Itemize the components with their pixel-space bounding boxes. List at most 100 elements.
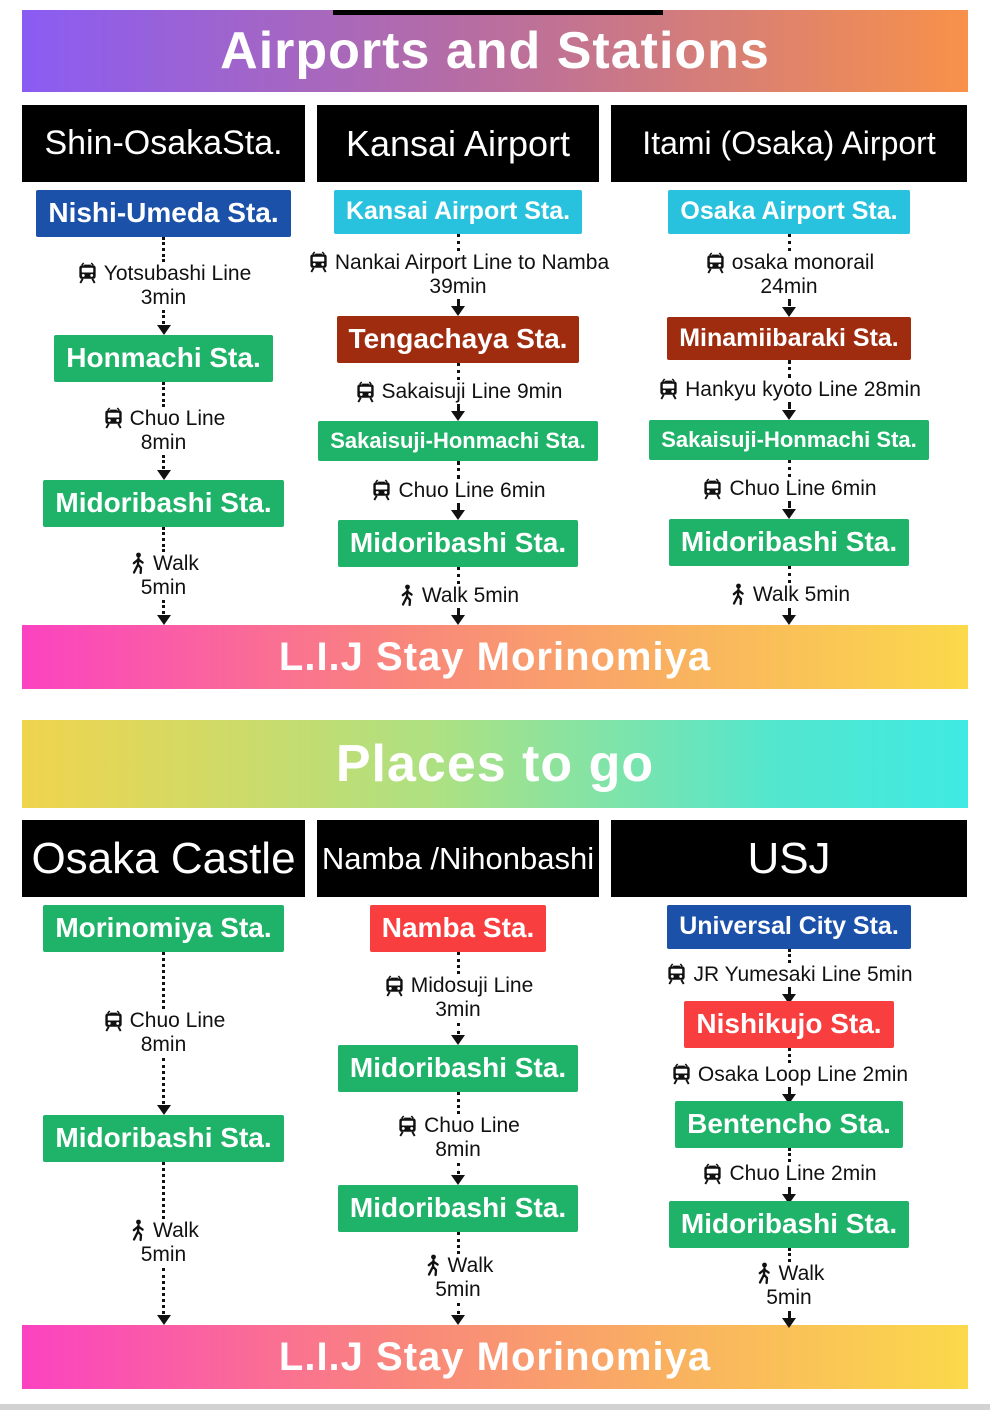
walk-icon [423, 1254, 443, 1278]
airports-columns: Shin-OsakaSta. Nishi-Umeda Sta. Yotsubashi… [22, 105, 968, 626]
station-badge-morinomiya-sta: Morinomiya Sta. [43, 905, 284, 952]
arrow-down-icon [782, 1093, 796, 1104]
route-connector [787, 1148, 791, 1163]
train-icon [307, 251, 330, 274]
route-connector [156, 1057, 171, 1116]
transit-step: Sakaisuji Line 9min [354, 380, 562, 404]
arrow-down-icon [451, 1035, 465, 1046]
station-badge-universal-city-sta: Universal City Sta. [667, 905, 911, 949]
dotted-line [787, 233, 791, 252]
bottom-gray-strip [0, 1404, 990, 1410]
train-icon [670, 1063, 693, 1086]
route-connector [456, 362, 460, 380]
station-badge-midoribashi-sta: Midoribashi Sta. [43, 1115, 284, 1162]
transit-line: Hankyu kyoto Line 28min [657, 378, 921, 402]
places-columns: Osaka Castle Morinomiya Sta. Chuo Line 8min… [22, 820, 968, 1328]
transit-label: Walk [778, 1262, 825, 1286]
arrow-down-icon [782, 994, 796, 1005]
station-badge-kansai-airport-sta: Kansai Airport Sta. [333, 190, 583, 234]
transit-step: JR Yumesaki Line 5min [665, 963, 913, 987]
station-badge-midoribashi-sta: Midoribashi Sta. [668, 519, 910, 566]
dotted-line [787, 1186, 791, 1193]
arrow-down-icon [156, 1105, 171, 1116]
route-flow: Nishi-Umeda Sta. Yotsubashi Line 3min Honma… [22, 190, 305, 626]
arrow-down-icon [451, 614, 465, 625]
route-connector [787, 1048, 791, 1063]
transit-step: osaka monorail 24min [704, 251, 874, 299]
route-connector [162, 526, 165, 552]
transit-step: Chuo Line 6min [701, 477, 877, 501]
transit-label: Walk 5min [421, 583, 520, 607]
transit-step: Walk 5min [754, 1262, 825, 1310]
transit-label: Walk [447, 1254, 494, 1278]
transit-step: Chuo Line 8min [396, 1114, 520, 1162]
train-icon [665, 963, 688, 986]
arrow-down-icon [156, 1315, 171, 1326]
transit-label: Walk [153, 551, 199, 575]
route-connector [456, 1091, 460, 1115]
route-connector [156, 600, 171, 626]
transit-step: Hankyu kyoto Line 28min [657, 378, 921, 402]
route-column-kansai-airport: Kansai Airport Kansai Airport Sta. Nankai … [310, 105, 609, 625]
route-column-usj: USJ Universal City Sta. JR Yumesaki Line 5… [611, 820, 967, 1328]
transit-label: Walk 5min [752, 583, 851, 607]
route-connector [156, 455, 171, 481]
station-badge-honmachi-sta: Honmachi Sta. [54, 335, 273, 382]
station-badge-nishikujo-sta: Nishikujo Sta. [684, 1001, 894, 1049]
dotted-line [456, 1231, 460, 1255]
column-header-usj: USJ [611, 820, 967, 897]
transit-duration: 39min [429, 274, 487, 298]
dotted-line [456, 1162, 460, 1175]
arrow-down-icon [451, 509, 465, 520]
dotted-line [787, 1148, 791, 1163]
station-badge-midoribashi-sta: Midoribashi Sta. [337, 519, 579, 567]
arrow-down-icon [156, 470, 171, 481]
arrow-down-icon [156, 325, 171, 336]
arrow-down-icon [451, 1315, 465, 1326]
transit-duration: 5min [140, 575, 187, 599]
dotted-line [456, 362, 460, 380]
transit-step: Walk 5min [423, 1254, 494, 1302]
route-connector [451, 502, 465, 520]
column-header-shin-osakasta: Shin-OsakaSta. [22, 105, 305, 182]
transit-line: Chuo Line [102, 407, 225, 431]
transit-label: Chuo Line 6min [398, 478, 546, 502]
route-connector [456, 233, 460, 251]
column-header-namba-nihonbashi: Namba /Nihonbashi [317, 820, 599, 897]
station-badge-bentencho-sta: Bentencho Sta. [675, 1101, 903, 1149]
dotted-line [456, 233, 460, 251]
column-header-kansai-airport: Kansai Airport [317, 105, 599, 182]
arrow-down-icon [782, 1317, 796, 1328]
transit-line: JR Yumesaki Line 5min [665, 963, 913, 987]
transit-step: Midosuji Line 3min [383, 974, 533, 1022]
route-connector [451, 404, 465, 422]
transit-step: Chuo Line 6min [370, 478, 546, 503]
transit-step: Walk 5min [397, 584, 519, 608]
route-connector [162, 951, 165, 1010]
transit-step: Chuo Line 2min [701, 1162, 877, 1186]
dotted-line [456, 566, 460, 584]
transit-duration: 3min [435, 998, 481, 1022]
train-icon [370, 479, 393, 502]
route-connector [451, 1022, 465, 1046]
transit-line: osaka monorail [704, 251, 874, 275]
route-flow: Osaka Airport Sta. osaka monorail 24min Min… [611, 190, 967, 626]
train-icon [354, 380, 377, 404]
route-connector [782, 299, 796, 317]
transit-line: Walk [423, 1254, 494, 1278]
transit-line: Chuo Line 6min [370, 478, 546, 503]
dotted-line [787, 459, 791, 478]
route-connector [782, 987, 796, 1005]
dotted-line [162, 600, 165, 615]
arrow-down-icon [782, 615, 796, 626]
station-badge-sakaisuji-honmachi-sta: Sakaisuji-Honmachi Sta. [649, 419, 929, 460]
route-column-itami-osaka-airport: Itami (Osaka) Airport Osaka Airport Sta. o… [611, 105, 967, 626]
station-badge-midoribashi-sta: Midoribashi Sta. [337, 1045, 579, 1092]
transit-line: Chuo Line [396, 1114, 520, 1138]
dotted-line [787, 360, 791, 378]
transit-line: Yotsubashi Line [76, 262, 251, 286]
top-black-strip [333, 10, 663, 15]
route-connector [782, 607, 796, 626]
route-connector [451, 1302, 465, 1326]
route-flow: Universal City Sta. JR Yumesaki Line 5min… [611, 905, 967, 1328]
